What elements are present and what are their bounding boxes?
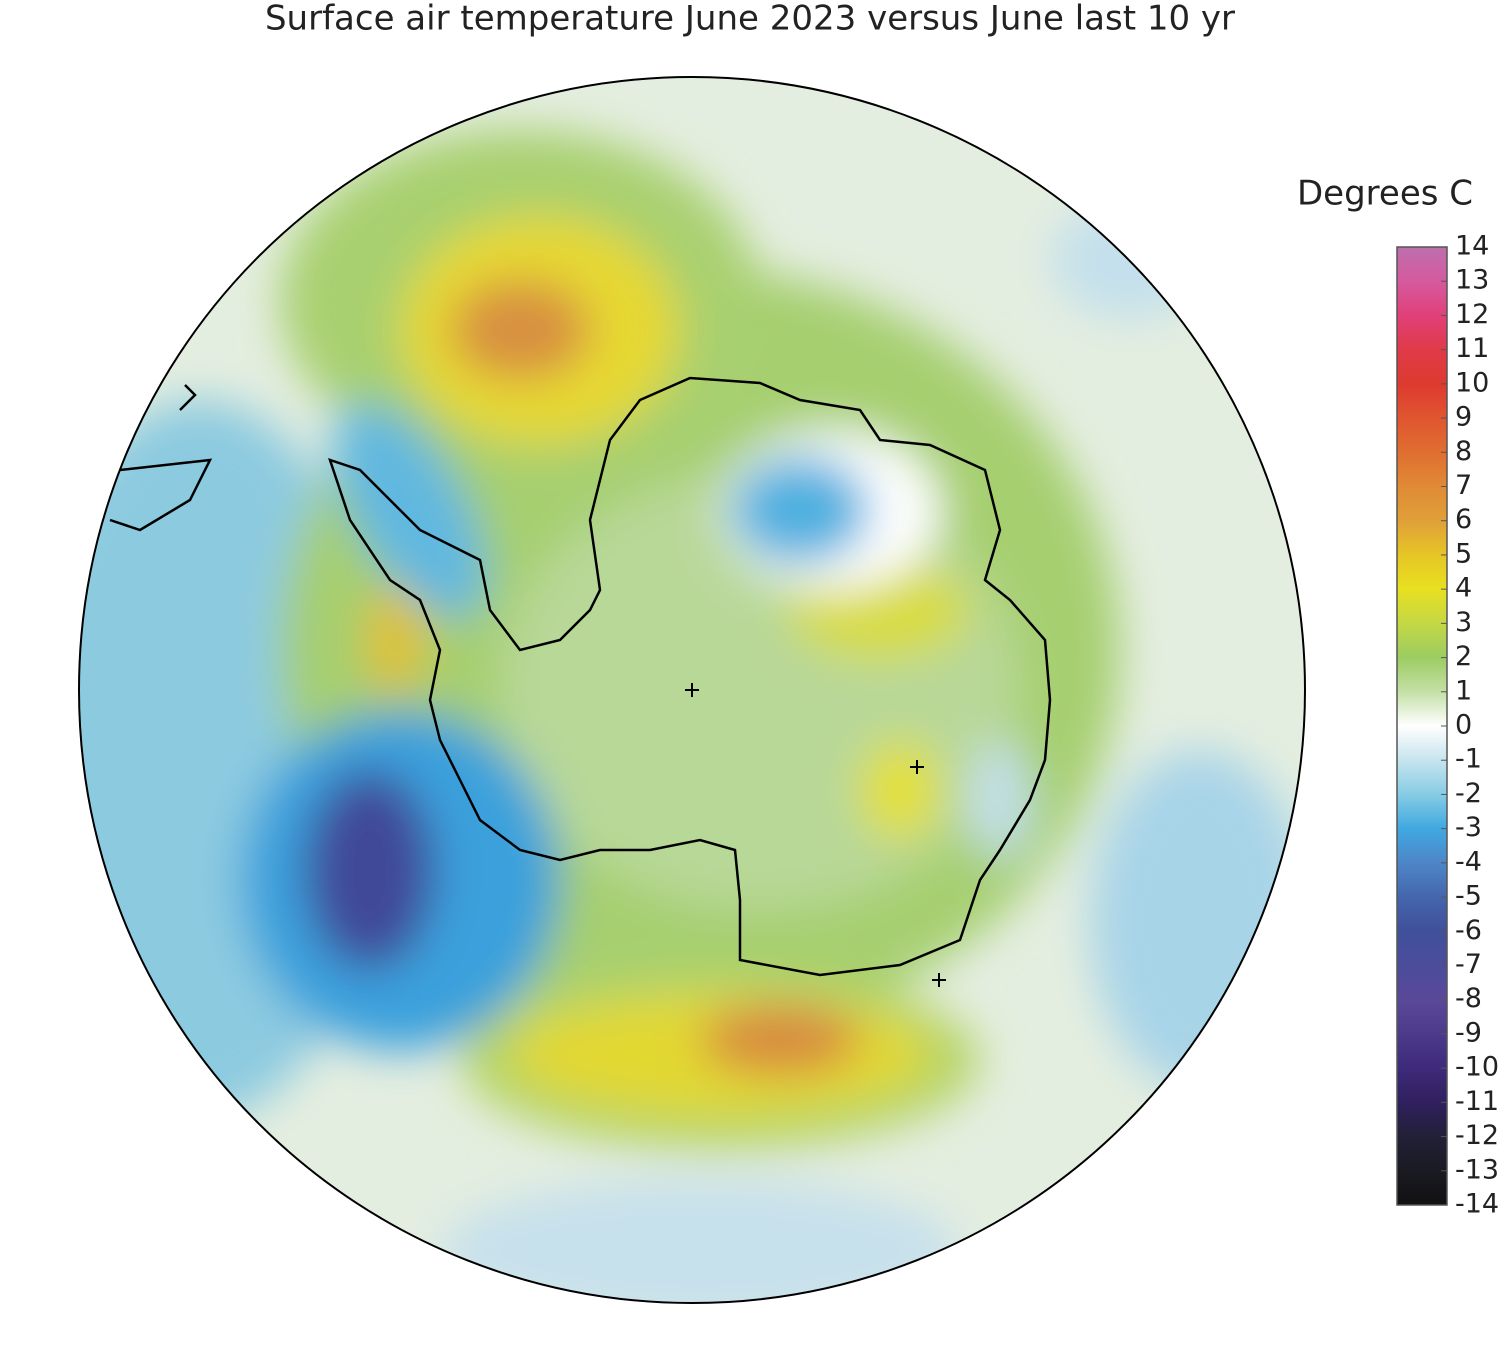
colorbar-tick-label: 8 [1455, 436, 1472, 467]
colorbar-label: Degrees C [1297, 174, 1473, 214]
colorbar-tick-label: 6 [1455, 504, 1472, 535]
colorbar-tick-label: 12 [1455, 299, 1489, 330]
colorbar-tick-label: -11 [1455, 1086, 1499, 1117]
colorbar-tick-label: -13 [1455, 1154, 1499, 1185]
colorbar-tick-label: -2 [1455, 778, 1482, 809]
colorbar-tick-label: 5 [1455, 538, 1472, 569]
colorbar-tick-label: 11 [1455, 333, 1489, 364]
map-border [78, 76, 1306, 1304]
colorbar-tick-label: 2 [1455, 641, 1472, 672]
colorbar-tick-label: 9 [1455, 402, 1472, 433]
colorbar-tick-label: 10 [1455, 367, 1489, 398]
colorbar-tick-label: -7 [1455, 949, 1482, 980]
colorbar: 14131211109876543210-1-2-3-4-5-6-7-8-9-1… [1396, 231, 1499, 1220]
title: Surface air temperature June 2023 versus… [265, 0, 1235, 39]
pole-markers [685, 683, 946, 987]
colorbar-tick-label: -8 [1455, 983, 1482, 1014]
colorbar-tick-label: -12 [1455, 1120, 1499, 1151]
colorbar-tick-label: 3 [1455, 607, 1472, 638]
colorbar-tick-label: 4 [1455, 573, 1472, 604]
colorbar-tick-label: 13 [1455, 265, 1489, 296]
colorbar-tick-label: -6 [1455, 915, 1482, 946]
colorbar-tick-label: -3 [1455, 812, 1482, 843]
colorbar-tick-label: -9 [1455, 1017, 1482, 1048]
colorbar-tick-label: -4 [1455, 846, 1482, 877]
coastline [109, 376, 1052, 977]
colorbar-tick-label: -14 [1455, 1189, 1499, 1220]
colorbar-ramp [1396, 246, 1448, 1206]
colorbar-tick-label: 1 [1455, 675, 1472, 706]
colorbar-tick-label: -1 [1455, 744, 1482, 775]
colorbar-tick-label: -10 [1455, 1052, 1499, 1083]
colorbar-tick-label: 7 [1455, 470, 1472, 501]
colorbar-tick-label: -5 [1455, 881, 1482, 912]
colorbar-tick-label: 14 [1455, 231, 1489, 262]
colorbar-tick-label: 0 [1455, 710, 1472, 741]
anomaly-field [79, 77, 1305, 1303]
